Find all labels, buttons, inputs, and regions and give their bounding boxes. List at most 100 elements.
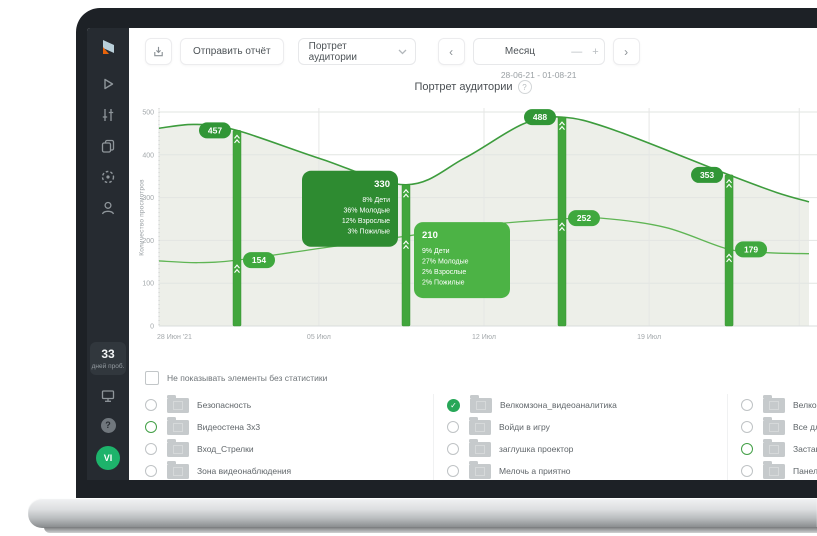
list-item[interactable]: Безопасность (145, 394, 433, 416)
chart-bar (558, 117, 566, 326)
item-label: Заставка (793, 444, 817, 454)
list-item[interactable]: Зона видеонаблюдения (145, 460, 433, 480)
y-tick-label: 500 (142, 110, 154, 117)
radio-button[interactable] (145, 465, 157, 477)
radio-button[interactable] (741, 399, 753, 411)
profile-icon[interactable] (100, 200, 116, 216)
zoom-in-button[interactable]: + (587, 46, 603, 58)
tooltip-detail: 9% Дети (422, 248, 450, 255)
radio-button[interactable] (741, 465, 753, 477)
app-logo (98, 38, 118, 58)
filters-section: Не показывать элементы без статистики Бе… (129, 367, 817, 480)
folder-icon (763, 464, 785, 479)
period-box: Месяц — + (473, 38, 605, 65)
item-label: Видеостена 3x3 (197, 422, 260, 432)
x-tick-label: 28 Июн '21 (157, 334, 192, 341)
report-type-select[interactable]: Портрет аудитории (298, 38, 416, 65)
x-tick-label: 12 Июл (472, 334, 496, 341)
radio-button[interactable] (145, 399, 157, 411)
item-label: Велкомзона_видеоаналитика (793, 400, 817, 410)
radio-button[interactable] (741, 421, 753, 433)
period-label: Месяц (474, 46, 567, 57)
audience-chart: 010020030040050028 Июн '2105 Июл12 Июл19… (129, 96, 817, 362)
screens-column-1: Безопасность Видеостена 3x3 Вход_СтрелкиЗо… (145, 394, 433, 480)
period-group: Месяц — + 28-06-21 - 01-08-21 (473, 38, 605, 65)
avatar[interactable]: VI (96, 446, 120, 470)
laptop-bezel: 33 дней проб. ? VI (76, 8, 817, 498)
screen: 33 дней проб. ? VI (87, 28, 817, 480)
list-item[interactable]: Велкомзона_видеоаналитика (741, 394, 817, 416)
tooltip-detail: 2% Взрослые (422, 269, 466, 276)
zoom-out-button[interactable]: — (566, 46, 587, 58)
radio-button[interactable]: ✓ (447, 399, 460, 412)
list-item[interactable]: Панель вертикальная внутр (741, 460, 817, 480)
help-icon[interactable]: ? (100, 417, 116, 433)
folder-icon (763, 420, 785, 435)
item-label: Войди в игру (499, 422, 550, 432)
item-label: Велкомзона_видеоаналитика (500, 400, 617, 410)
folder-icon (167, 398, 189, 413)
documents-icon[interactable] (100, 138, 116, 154)
folder-icon (469, 420, 491, 435)
list-item[interactable]: Мелочь а приятно (447, 460, 727, 480)
radio-button[interactable] (447, 443, 459, 455)
radio-button[interactable] (741, 443, 753, 455)
tooltip-detail: 27% Молодые (422, 259, 469, 266)
radio-button[interactable] (145, 443, 157, 455)
screens-icon[interactable] (100, 388, 116, 404)
main-panel: Отправить отчёт Портрет аудитории ‹ Меся… (129, 28, 817, 480)
folder-icon (167, 464, 189, 479)
y-tick-label: 400 (142, 152, 154, 159)
trial-badge[interactable]: 33 дней проб. (90, 342, 126, 375)
next-period-button[interactable]: › (613, 38, 640, 65)
list-item[interactable]: Заставка (741, 438, 817, 460)
chart-bar (402, 185, 410, 326)
hide-no-stats-row[interactable]: Не показывать элементы без статистики (145, 371, 817, 385)
value-badge-text: 457 (208, 125, 222, 135)
list-item[interactable]: Видеостена 3x3 (145, 416, 433, 438)
tooltip-detail: 12% Взрослые (342, 218, 390, 225)
x-tick-label: 19 Июл (637, 334, 661, 341)
laptop-base (28, 498, 817, 528)
screens-list: Безопасность Видеостена 3x3 Вход_СтрелкиЗо… (145, 394, 817, 480)
folder-icon (763, 398, 785, 413)
folder-icon (469, 464, 491, 479)
item-label: Все для связи (793, 422, 817, 432)
toolbar: Отправить отчёт Портрет аудитории ‹ Меся… (129, 28, 817, 65)
radio-button[interactable] (447, 465, 459, 477)
settings-icon[interactable] (100, 169, 116, 185)
value-badge-text: 488 (533, 112, 547, 122)
item-label: заглушка проектор (499, 444, 573, 454)
report-type-value: Портрет аудитории (309, 41, 398, 63)
list-item[interactable]: Все для связи (741, 416, 817, 438)
send-report-button[interactable]: Отправить отчёт (180, 38, 284, 65)
value-badge-text: 252 (577, 213, 591, 223)
hide-stats-checkbox[interactable] (145, 371, 159, 385)
y-tick-label: 0 (150, 324, 154, 331)
list-item[interactable]: Войди в игру (447, 416, 727, 438)
list-item[interactable]: Вход_Стрелки (145, 438, 433, 460)
page: 33 дней проб. ? VI (0, 0, 817, 536)
info-icon[interactable]: ? (518, 80, 532, 94)
value-badge-text: 353 (700, 170, 714, 180)
list-item[interactable]: заглушка проектор (447, 438, 727, 460)
value-badge-text: 179 (744, 244, 758, 254)
play-icon[interactable] (100, 76, 116, 92)
list-item[interactable]: ✓ Велкомзона_видеоаналитика (447, 394, 727, 416)
tooltip-detail: 2% Пожилые (422, 280, 465, 287)
item-label: Безопасность (197, 400, 251, 410)
item-label: Панель вертикальная внутр (793, 466, 817, 476)
x-tick-label: 05 Июл (307, 334, 331, 341)
folder-icon (763, 442, 785, 457)
tooltip-detail: 8% Дети (362, 197, 390, 204)
export-report-icon-button[interactable] (145, 38, 172, 65)
chart-area[interactable]: Количество просмотров 010020030040050028… (129, 96, 817, 367)
radio-button[interactable] (447, 421, 459, 433)
date-range: 28-06-21 - 01-08-21 (473, 70, 605, 80)
folder-icon (167, 442, 189, 457)
trial-label: дней проб. (91, 363, 125, 371)
stats-controls-icon[interactable] (100, 107, 116, 123)
hide-stats-label: Не показывать элементы без статистики (167, 373, 327, 383)
prev-period-button[interactable]: ‹ (438, 38, 465, 65)
radio-button[interactable] (145, 421, 157, 433)
